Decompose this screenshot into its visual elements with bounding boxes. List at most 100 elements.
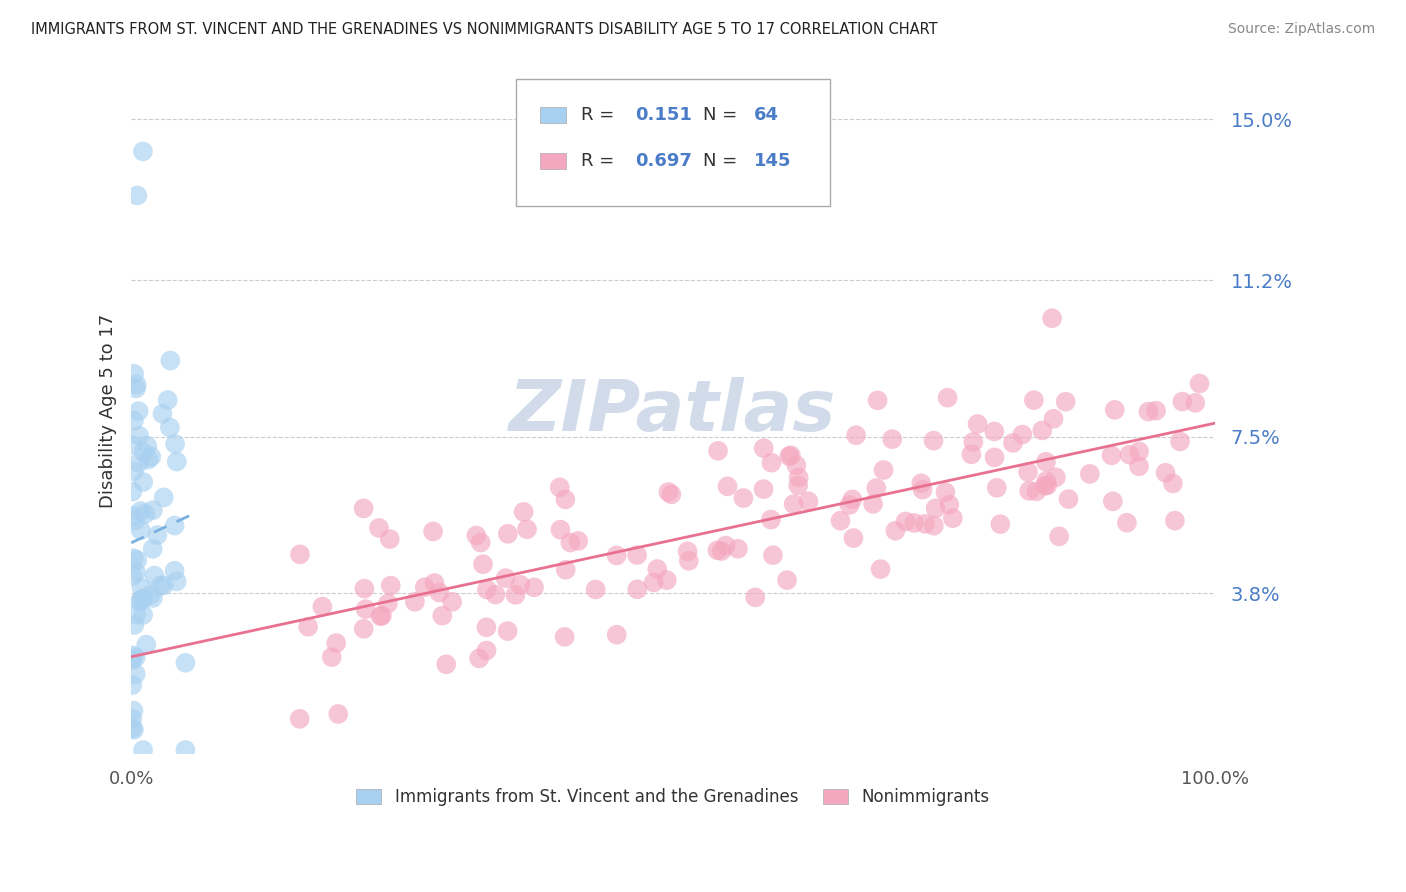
- Point: [910, 476, 932, 491]
- Point: [297, 620, 319, 634]
- Point: [136, 439, 159, 453]
- Point: [643, 575, 665, 590]
- Point: [1171, 394, 1194, 409]
- Point: [124, 514, 146, 528]
- Point: [122, 723, 145, 737]
- Point: [1168, 434, 1191, 449]
- Point: [1104, 402, 1126, 417]
- Point: [1033, 479, 1056, 493]
- Point: [121, 712, 143, 726]
- Point: [1128, 459, 1150, 474]
- Point: [143, 568, 166, 582]
- Point: [761, 456, 783, 470]
- Point: [122, 367, 145, 381]
- Point: [129, 594, 152, 608]
- Point: [1045, 470, 1067, 484]
- Point: [142, 503, 165, 517]
- Point: [606, 628, 628, 642]
- Point: [505, 588, 527, 602]
- Point: [422, 524, 444, 539]
- Point: [378, 532, 401, 546]
- Text: 64: 64: [754, 106, 779, 124]
- Point: [156, 393, 179, 408]
- Point: [132, 145, 155, 159]
- Point: [470, 535, 492, 549]
- Point: [548, 480, 571, 494]
- Point: [752, 482, 775, 496]
- Point: [121, 721, 143, 735]
- Point: [122, 508, 145, 523]
- Point: [495, 571, 517, 585]
- Text: N =: N =: [703, 106, 744, 124]
- Point: [1164, 514, 1187, 528]
- Point: [797, 494, 820, 508]
- Point: [676, 544, 699, 558]
- Point: [127, 188, 149, 202]
- Point: [1054, 394, 1077, 409]
- Point: [845, 428, 868, 442]
- Point: [986, 481, 1008, 495]
- Point: [1011, 427, 1033, 442]
- Point: [125, 377, 148, 392]
- Point: [1036, 478, 1059, 492]
- Point: [911, 483, 934, 497]
- Point: [550, 523, 572, 537]
- Point: [1188, 376, 1211, 391]
- Point: [288, 712, 311, 726]
- Point: [354, 602, 377, 616]
- Point: [1047, 529, 1070, 543]
- Point: [163, 564, 186, 578]
- Point: [149, 579, 172, 593]
- Point: [936, 391, 959, 405]
- Point: [353, 622, 375, 636]
- Point: [135, 638, 157, 652]
- Point: [122, 569, 145, 583]
- Point: [872, 463, 894, 477]
- Point: [884, 524, 907, 538]
- Point: [1035, 474, 1057, 488]
- Point: [475, 643, 498, 657]
- Point: [776, 573, 799, 587]
- Point: [404, 595, 426, 609]
- Point: [122, 704, 145, 718]
- Point: [707, 443, 730, 458]
- Point: [142, 591, 165, 605]
- Point: [121, 678, 143, 692]
- Point: [1128, 444, 1150, 458]
- Point: [152, 578, 174, 592]
- Point: [1017, 465, 1039, 479]
- Point: [121, 484, 143, 499]
- Point: [785, 458, 807, 473]
- Point: [1040, 311, 1063, 326]
- Point: [353, 501, 375, 516]
- Point: [427, 585, 450, 599]
- Point: [353, 582, 375, 596]
- Point: [567, 533, 589, 548]
- Point: [1101, 494, 1123, 508]
- Point: [138, 452, 160, 467]
- Point: [1057, 491, 1080, 506]
- Point: [523, 580, 546, 594]
- Point: [496, 624, 519, 639]
- Point: [174, 743, 197, 757]
- Point: [862, 497, 884, 511]
- Point: [129, 592, 152, 607]
- Point: [962, 434, 984, 449]
- Point: [759, 512, 782, 526]
- Point: [626, 582, 648, 597]
- Point: [122, 551, 145, 566]
- Point: [1018, 483, 1040, 498]
- Legend: Immigrants from St. Vincent and the Grenadines, Nonimmigrants: Immigrants from St. Vincent and the Gren…: [347, 780, 998, 814]
- Point: [159, 420, 181, 434]
- Point: [141, 450, 163, 464]
- Point: [554, 492, 576, 507]
- Point: [983, 425, 1005, 439]
- Point: [129, 523, 152, 537]
- Point: [706, 543, 728, 558]
- Point: [125, 565, 148, 579]
- Point: [966, 417, 988, 431]
- Point: [585, 582, 607, 597]
- Point: [1035, 455, 1057, 469]
- Point: [475, 620, 498, 634]
- Point: [413, 580, 436, 594]
